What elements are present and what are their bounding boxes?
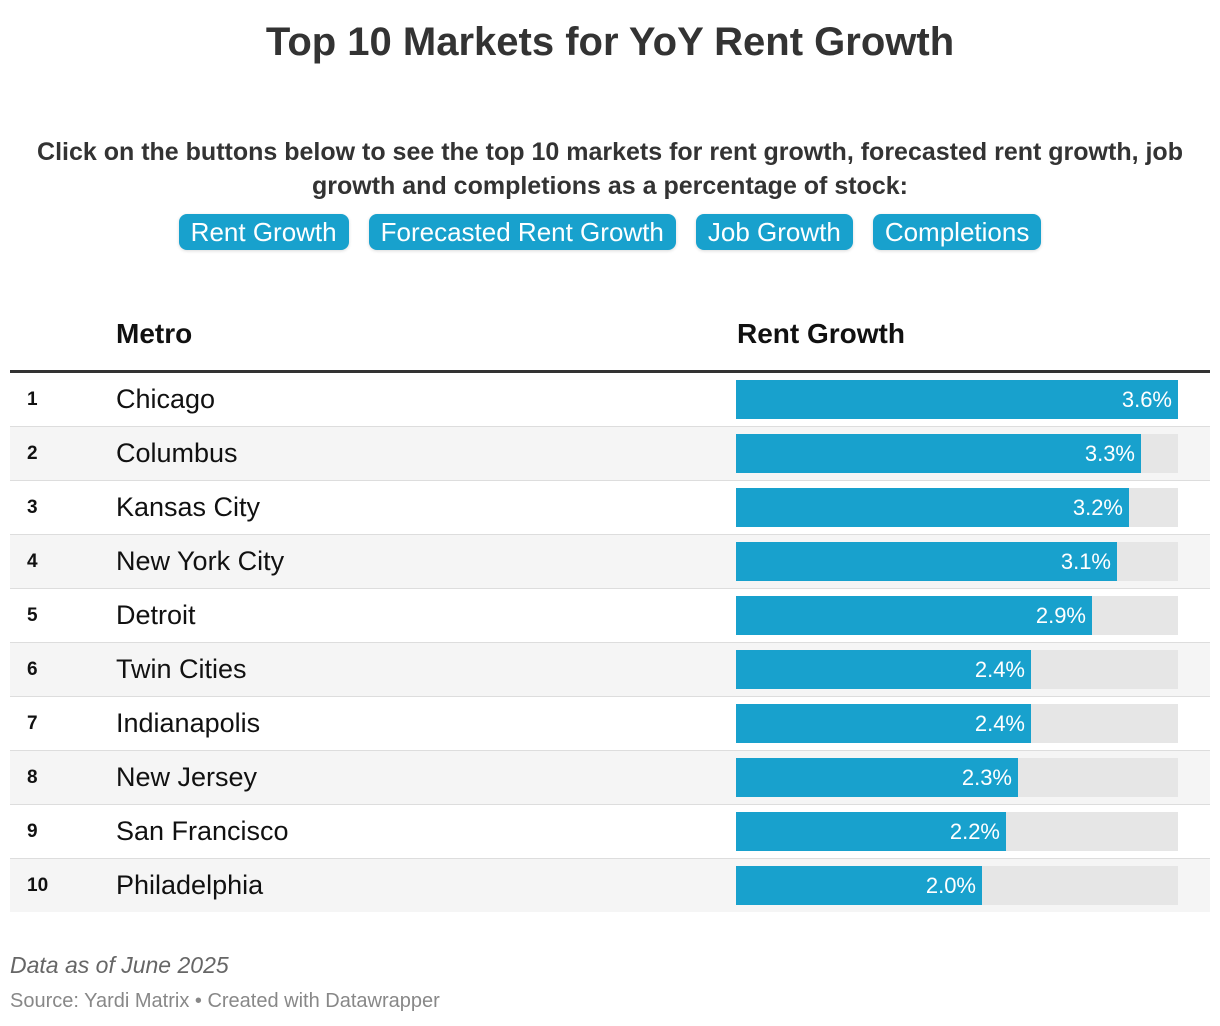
bar-value-label: 2.0% xyxy=(925,873,976,898)
metro-cell: Indianapolis xyxy=(116,708,261,738)
rank-cell: 1 xyxy=(27,389,38,410)
source-line: Source: Yardi Matrix • Created with Data… xyxy=(10,990,440,1012)
rank-cell: 5 xyxy=(27,605,38,626)
rent-growth-bar: 3.2% xyxy=(736,488,1129,527)
metro-cell: New York City xyxy=(116,546,285,576)
rent-growth-bar: 2.3% xyxy=(736,758,1018,797)
rank-cell: 3 xyxy=(27,497,38,518)
job-growth-button[interactable]: Job Growth xyxy=(695,214,853,250)
table-body: 1 Chicago 3.6% 2 Columbus 3.3% 3 Kansas City 3.2… xyxy=(10,373,1210,912)
table-row: 6 Twin Cities 2.4% xyxy=(10,643,1210,697)
metro-cell: Columbus xyxy=(116,438,238,468)
view-buttons: Rent Growth Forecasted Rent Growth Job G… xyxy=(0,214,1220,250)
rent-growth-bar: 2.0% xyxy=(736,866,982,905)
metro-cell: Kansas City xyxy=(116,492,261,522)
data-note: Data as of June 2025 xyxy=(10,952,229,978)
bar-value-label: 3.3% xyxy=(1084,441,1135,466)
bar-track: 3.6% xyxy=(736,380,1178,419)
rent-growth-bar: 2.4% xyxy=(736,650,1031,689)
bar-track: 2.4% xyxy=(736,704,1178,743)
bar-track: 2.4% xyxy=(736,650,1178,689)
bar-value-label: 2.4% xyxy=(974,657,1025,682)
chart-title: Top 10 Markets for YoY Rent Growth xyxy=(265,20,955,64)
metro-cell: New Jersey xyxy=(116,762,258,792)
rank-cell: 6 xyxy=(27,659,38,680)
rank-cell: 8 xyxy=(27,767,38,788)
bar-track: 2.0% xyxy=(736,866,1178,905)
rent-growth-bar: 2.9% xyxy=(736,596,1092,635)
metro-column-header[interactable]: Metro xyxy=(116,318,193,349)
rank-cell: 10 xyxy=(27,875,49,896)
table-row: 2 Columbus 3.3% xyxy=(10,427,1210,481)
bar-track: 3.1% xyxy=(736,542,1178,581)
metro-cell: Twin Cities xyxy=(116,654,247,684)
bar-track: 2.9% xyxy=(736,596,1178,635)
rank-cell: 9 xyxy=(27,821,38,842)
forecasted-rent-growth-button[interactable]: Forecasted Rent Growth xyxy=(368,214,676,250)
rent-growth-button[interactable]: Rent Growth xyxy=(178,214,349,250)
intro-text: Click on the buttons below to see the to… xyxy=(37,138,1183,200)
table-row: 1 Chicago 3.6% xyxy=(10,373,1210,427)
metro-cell: Philadelphia xyxy=(116,870,264,900)
rank-cell: 2 xyxy=(27,443,38,464)
table-row: 4 New York City 3.1% xyxy=(10,535,1210,589)
table-row: 10 Philadelphia 2.0% xyxy=(10,859,1210,912)
rent-growth-bar: 2.2% xyxy=(736,812,1006,851)
bar-value-label: 3.2% xyxy=(1072,495,1123,520)
bar-track: 2.3% xyxy=(736,758,1178,797)
bar-value-label: 2.9% xyxy=(1035,603,1086,628)
rent-growth-bar: 3.6% xyxy=(736,380,1178,419)
table-row: 7 Indianapolis 2.4% xyxy=(10,697,1210,751)
rent-growth-bar: 2.4% xyxy=(736,704,1031,743)
table-row: 5 Detroit 2.9% xyxy=(10,589,1210,643)
rent-growth-bar: 3.3% xyxy=(736,434,1141,473)
bar-value-label: 3.1% xyxy=(1060,549,1111,574)
completions-button[interactable]: Completions xyxy=(872,214,1042,250)
bar-track: 2.2% xyxy=(736,812,1178,851)
bar-value-label: 2.2% xyxy=(949,819,1000,844)
rent-growth-column-header[interactable]: Rent Growth xyxy=(737,318,905,349)
rank-cell: 7 xyxy=(27,713,38,734)
metro-cell: Chicago xyxy=(116,384,216,414)
bar-value-label: 3.6% xyxy=(1121,387,1172,412)
table-header: Metro Rent Growth xyxy=(10,300,1210,373)
table-row: 9 San Francisco 2.2% xyxy=(10,805,1210,859)
bar-track: 3.2% xyxy=(736,488,1178,527)
bar-value-label: 2.4% xyxy=(974,711,1025,736)
table-row: 8 New Jersey 2.3% xyxy=(10,751,1210,805)
rank-cell: 4 xyxy=(27,551,38,572)
bar-track: 3.3% xyxy=(736,434,1178,473)
table-row: 3 Kansas City 3.2% xyxy=(10,481,1210,535)
bar-value-label: 2.3% xyxy=(961,765,1012,790)
metro-cell: Detroit xyxy=(116,600,196,630)
metro-cell: San Francisco xyxy=(116,816,289,846)
rent-growth-bar: 3.1% xyxy=(736,542,1117,581)
data-table: Metro Rent Growth 1 Chicago 3.6% 2 Columbus 3… xyxy=(10,300,1210,912)
